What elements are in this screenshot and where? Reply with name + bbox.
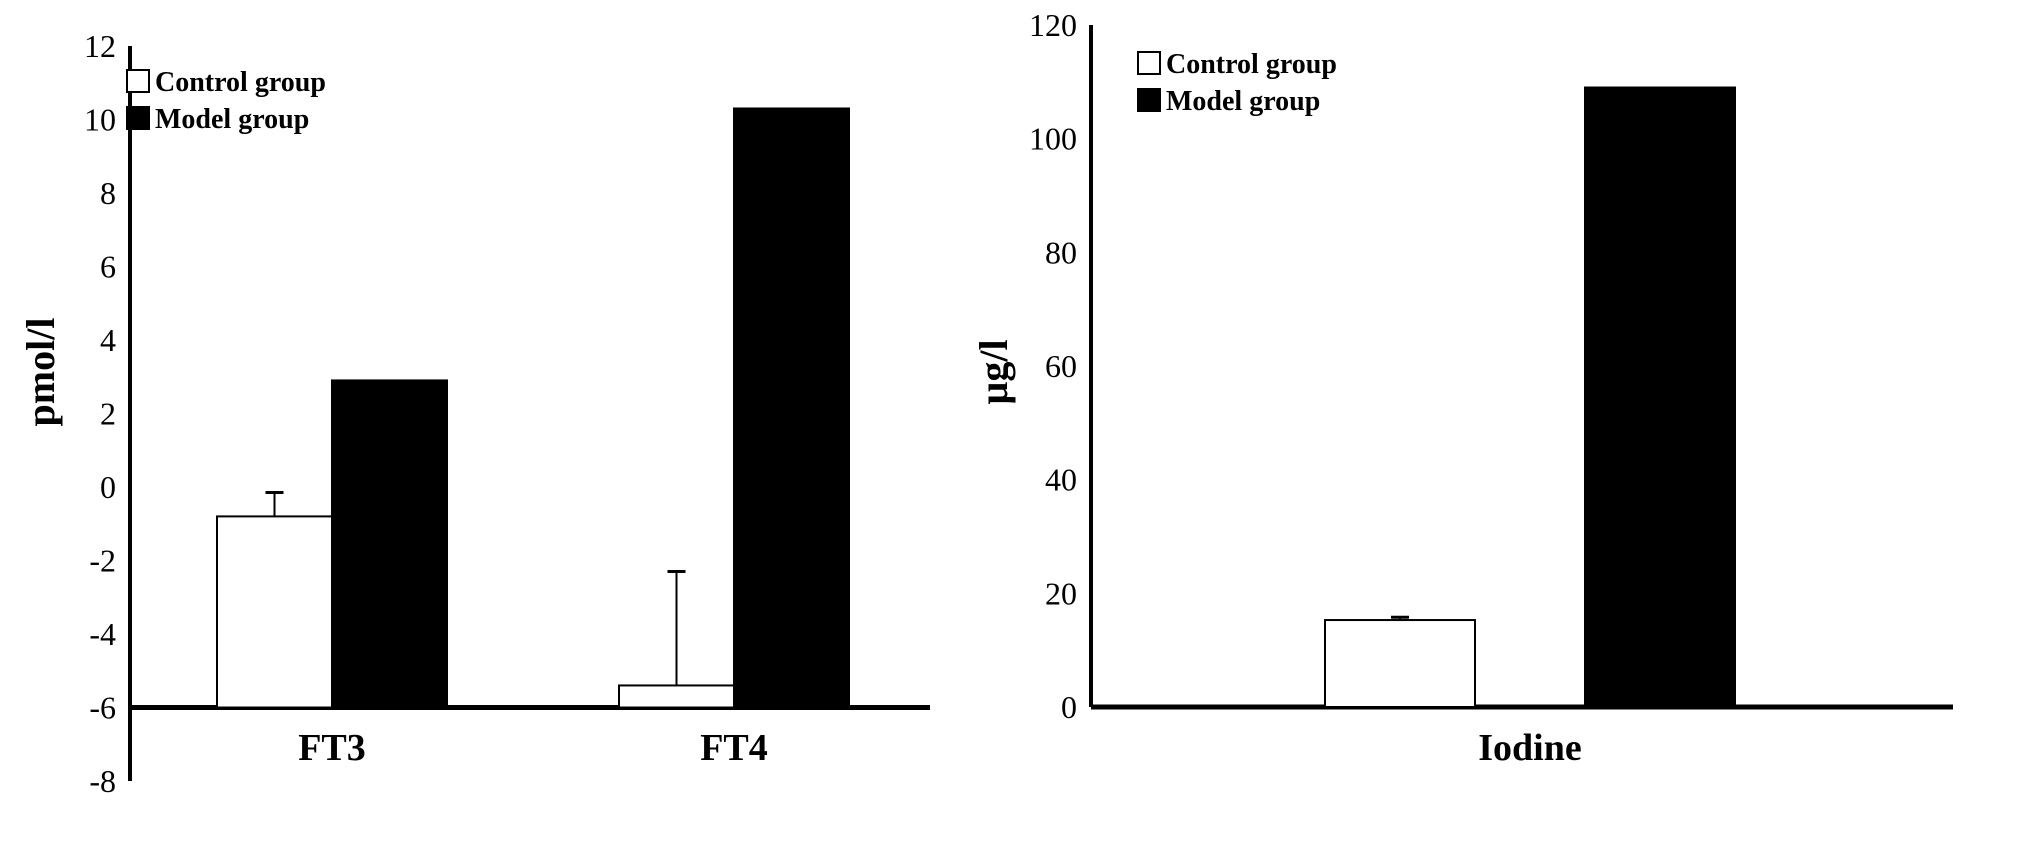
y-tick-label: 4 xyxy=(100,322,116,358)
y-tick-label: 120 xyxy=(1029,7,1077,43)
bar-control-group-ft4 xyxy=(618,684,735,709)
chart-panel-2: 0 20 40 60 80 100 120 µg/l Iodine Control group Mo… xyxy=(971,7,1953,769)
y-axis-title: µg/l xyxy=(971,339,1016,404)
y-tick-label: 60 xyxy=(1045,348,1077,384)
y-tick-label: 2 xyxy=(100,396,116,432)
y-axis-title: pmol/l xyxy=(18,318,63,427)
bar-model-group-ft4 xyxy=(733,107,850,709)
bar-model-group-iodine xyxy=(1584,86,1736,709)
y-tick-label: 20 xyxy=(1045,575,1077,611)
x-category-label: FT3 xyxy=(298,727,366,769)
legend-label: Control group xyxy=(1166,49,1337,80)
y-tick-label: -8 xyxy=(89,763,116,799)
y-tick-label: 6 xyxy=(100,249,116,285)
bar-control-group-ft3 xyxy=(216,515,333,709)
legend-label: Model group xyxy=(155,104,309,135)
y-tick-label: 12 xyxy=(84,28,116,64)
y-tick-label: 0 xyxy=(1061,689,1077,725)
x-category-label: FT4 xyxy=(700,727,768,769)
y-tick-label: -4 xyxy=(89,616,116,652)
bar-model-group-ft3 xyxy=(331,379,448,709)
y-tick-label: 10 xyxy=(84,102,116,138)
y-tick-label: 40 xyxy=(1045,462,1077,498)
y-tick-label: 100 xyxy=(1029,121,1077,157)
y-tick-label: -2 xyxy=(89,543,116,579)
legend-swatch-model xyxy=(126,106,150,130)
y-tick-label: -6 xyxy=(89,690,116,726)
y-tick-label: 80 xyxy=(1045,234,1077,270)
legend-swatch-model xyxy=(1137,88,1161,112)
x-category-label: Iodine xyxy=(1478,727,1581,769)
legend-label: Control group xyxy=(155,67,326,98)
y-tick-label: 0 xyxy=(100,469,116,505)
legend-swatch-control xyxy=(126,69,150,93)
legend-label: Model group xyxy=(1166,86,1320,117)
legend-swatch-control xyxy=(1137,51,1161,75)
chart-panel-1: -8 -6 -4 -2 0 2 4 6 8 10 12 pmol/l FT3 FT4 Control gro… xyxy=(18,28,930,799)
y-tick-label: 8 xyxy=(100,175,116,211)
bar-control-group-iodine xyxy=(1324,619,1476,708)
